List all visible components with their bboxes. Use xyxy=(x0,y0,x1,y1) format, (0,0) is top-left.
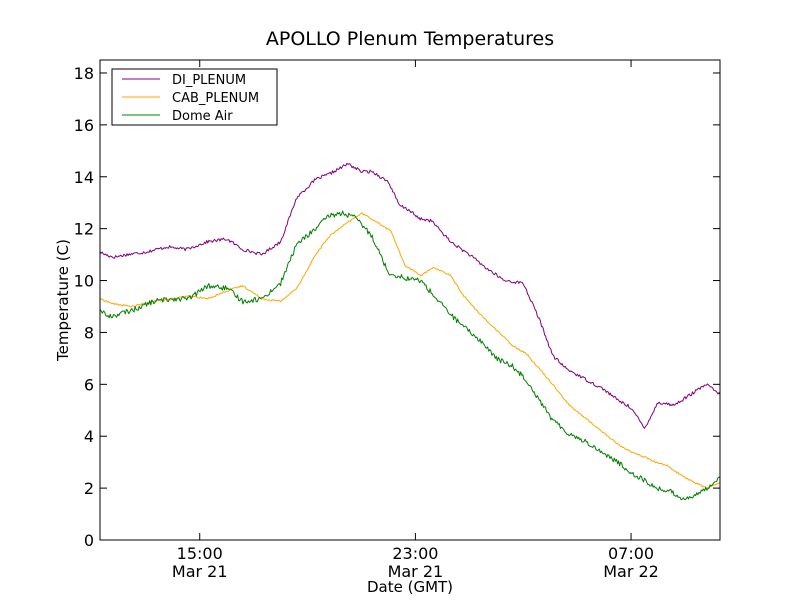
legend: DI_PLENUM CAB_PLENUM Dome Air xyxy=(111,68,278,126)
y-tick-label: 6 xyxy=(84,375,94,394)
y-axis-label: Temperature (C) xyxy=(54,239,72,362)
y-tick-label: 16 xyxy=(74,116,94,135)
y-tick-label: 4 xyxy=(84,427,94,446)
legend-label: DI_PLENUM xyxy=(172,73,246,88)
x-tick-date-label: Mar 22 xyxy=(603,562,659,581)
x-tick-date-label: Mar 21 xyxy=(388,562,444,581)
legend-label: Dome Air xyxy=(172,109,233,124)
series-line-dome-air xyxy=(99,210,721,501)
x-tick-time-label: 07:00 xyxy=(608,544,654,563)
x-tick-date-label: Mar 21 xyxy=(172,562,228,581)
y-tick-label: 10 xyxy=(74,272,94,291)
series-line-cab-plenum xyxy=(99,212,721,490)
y-tick-label: 12 xyxy=(74,220,94,239)
x-tick-time-label: 23:00 xyxy=(392,544,438,563)
legend-label: CAB_PLENUM xyxy=(172,91,259,106)
plot-area-frame xyxy=(99,59,721,541)
series-layer xyxy=(99,162,721,501)
y-tick-label: 8 xyxy=(84,323,94,342)
y-tick-label: 18 xyxy=(74,64,94,83)
chart-title: APOLLO Plenum Temperatures xyxy=(266,28,554,50)
y-tick-label: 2 xyxy=(84,479,94,498)
y-tick-label: 14 xyxy=(74,168,94,187)
x-axis-label: Date (GMT) xyxy=(367,578,453,596)
y-tick-label: 0 xyxy=(84,531,94,550)
series-line-di-plenum xyxy=(99,162,721,429)
x-tick-time-label: 15:00 xyxy=(177,544,223,563)
